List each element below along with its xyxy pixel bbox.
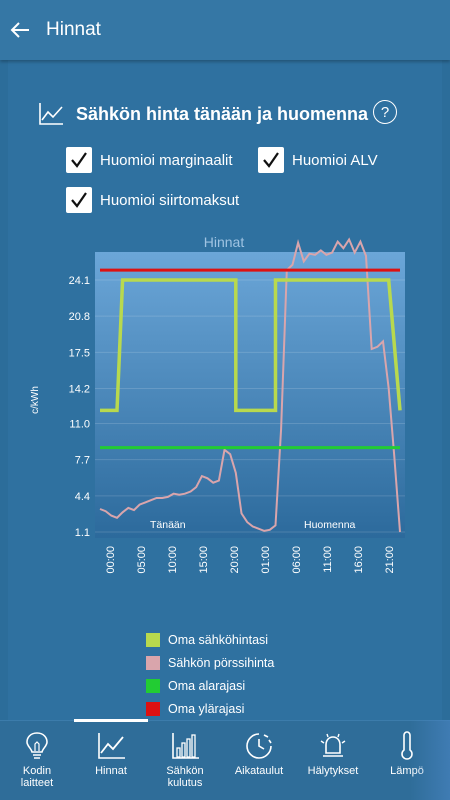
help-icon[interactable]: ? [373,100,397,124]
legend-label: Oma alarajasi [168,678,246,693]
y-tick-label: 17.5 [69,347,90,359]
nav-label-heat: Lämpö [390,765,424,777]
alarm-icon [320,733,346,757]
y-tick-label: 11.0 [69,419,90,431]
legend-swatch [146,632,160,647]
legend-label: Sähkön pörssihinta [168,655,275,670]
legend-label: Oma ylärajasi [168,701,245,716]
lightbulb-icon [26,732,48,759]
checkbox-vat-box[interactable] [258,147,284,173]
plot-area [95,252,405,538]
legend-label: Oma sähköhintasi [168,632,269,647]
period-label-today: Tänään [150,519,186,531]
x-tick-label: 15:00 [198,546,210,574]
legend-item-spot-price: Sähkön pörssihinta [146,651,274,674]
section-header: Sähkön hinta tänään ja huomenna [38,98,438,130]
checkbox-transfer-label: Huomioi siirtomaksut [100,191,240,209]
x-tick-label: 16:00 [353,546,365,574]
x-tick-label: 21:00 [384,546,396,574]
nav-label-schedules: Aikataulut [234,765,284,777]
legend-item-low-limit: Oma alarajasi [146,674,274,697]
checkbox-margins-box[interactable] [66,147,92,173]
y-tick-label: 4.4 [75,491,90,503]
nav-item-heat[interactable]: Lämpö [370,721,444,800]
x-tick-label: 01:00 [260,546,272,574]
legend-item-own-price: Oma sähköhintasi [146,628,274,651]
chart-legend: Oma sähköhintasi Sähkön pörssihinta Oma … [146,628,274,720]
nav-label-prices: Hinnat [95,765,127,777]
arrow-left-icon [10,22,29,38]
clock-icon [246,733,272,759]
nav-label-consumption: Sähkön kulutus [166,765,204,789]
nav-item-consumption[interactable]: Sähkön kulutus [148,721,222,800]
app-bar: Hinnat [0,0,450,60]
y-axis-label: c/kWh [30,386,41,414]
price-chart: 24.1 20.8 17.5 14.2 11.0 7.7 4.4 1.1 00:00 05:00… [8,230,442,650]
nav-item-prices[interactable]: Hinnat [74,719,148,800]
line-chart-icon [39,103,63,125]
x-tick-label: 11:00 [322,546,334,573]
price-chart-svg: 24.1 20.8 17.5 14.2 11.0 7.7 4.4 1.1 00:00 05:00… [30,234,405,574]
page-title: Hinnat [46,19,101,40]
x-tick-label: 20:00 [229,546,241,574]
price-panel: Sähkön hinta tänään ja huomenna ? Huomio… [8,60,442,720]
thermometer-icon [401,731,413,760]
nav-label-alarms: Hälytykset [307,765,359,777]
nav-item-devices[interactable]: Kodin laitteet [0,721,74,800]
legend-swatch [146,701,160,716]
period-label-tomorrow: Huomenna [304,519,356,531]
line-chart-icon [98,733,125,759]
legend-item-high-limit: Oma ylärajasi [146,697,274,720]
nav-item-schedules[interactable]: Aikataulut [222,721,296,800]
x-tick-label: 00:00 [105,546,117,574]
checkmark-icon [263,152,279,168]
checkbox-vat[interactable]: Huomioi ALV [258,146,378,174]
checkmark-icon [71,152,87,168]
nav-item-alarms[interactable]: Hälytykset [296,721,370,800]
checkbox-vat-label: Huomioi ALV [292,151,378,169]
series-line [99,237,401,533]
x-tick-label: 10:00 [167,546,179,574]
x-tick-label: 06:00 [291,546,303,574]
y-tick-label: 20.8 [69,311,90,323]
x-tick-label: 05:00 [136,546,148,574]
y-tick-label: 1.1 [75,527,90,539]
checkbox-margins-label: Huomioi marginaalit [100,151,233,169]
y-tick-label: 7.7 [75,455,90,467]
bottom-nav: Kodin laitteet Hinnat Sähkön kulutus Aik… [0,719,450,800]
bar-chart-icon [172,733,199,759]
back-button[interactable] [0,0,40,60]
legend-swatch [146,655,160,670]
chart-title: Hinnat [204,234,245,250]
checkmark-icon [71,192,87,208]
legend-swatch [146,678,160,693]
y-tick-label: 24.1 [69,275,90,287]
section-title: Sähkön hinta tänään ja huomenna [76,103,369,124]
nav-label-devices: Kodin laitteet [20,765,54,789]
y-tick-label: 14.2 [69,383,90,395]
series-line [100,278,402,413]
checkbox-transfer[interactable]: Huomioi siirtomaksut [66,186,239,214]
checkbox-transfer-box[interactable] [66,187,92,213]
checkbox-margins[interactable]: Huomioi marginaalit [66,146,233,174]
